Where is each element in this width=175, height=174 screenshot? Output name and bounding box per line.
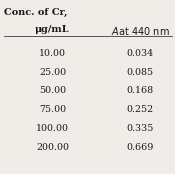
Text: 0.335: 0.335 [126,124,154,133]
Text: 0.669: 0.669 [126,143,154,152]
Text: 0.085: 0.085 [126,68,154,77]
Text: 0.168: 0.168 [126,86,154,95]
Text: 200.00: 200.00 [36,143,69,152]
Text: μg/mL: μg/mL [35,25,70,34]
Text: 75.00: 75.00 [39,105,66,114]
Text: 100.00: 100.00 [36,124,69,133]
Text: 0.034: 0.034 [126,49,154,58]
Text: Conc. of Cr,: Conc. of Cr, [4,8,67,17]
Text: $\bf{\it{A}}$$\bf{ \mathrm{at\ 440\ nm}}$: $\bf{\it{A}}$$\bf{ \mathrm{at\ 440\ nm}}… [111,25,169,37]
Text: 10.00: 10.00 [39,49,66,58]
Text: 25.00: 25.00 [39,68,66,77]
Text: 50.00: 50.00 [39,86,66,95]
Text: 0.252: 0.252 [126,105,154,114]
